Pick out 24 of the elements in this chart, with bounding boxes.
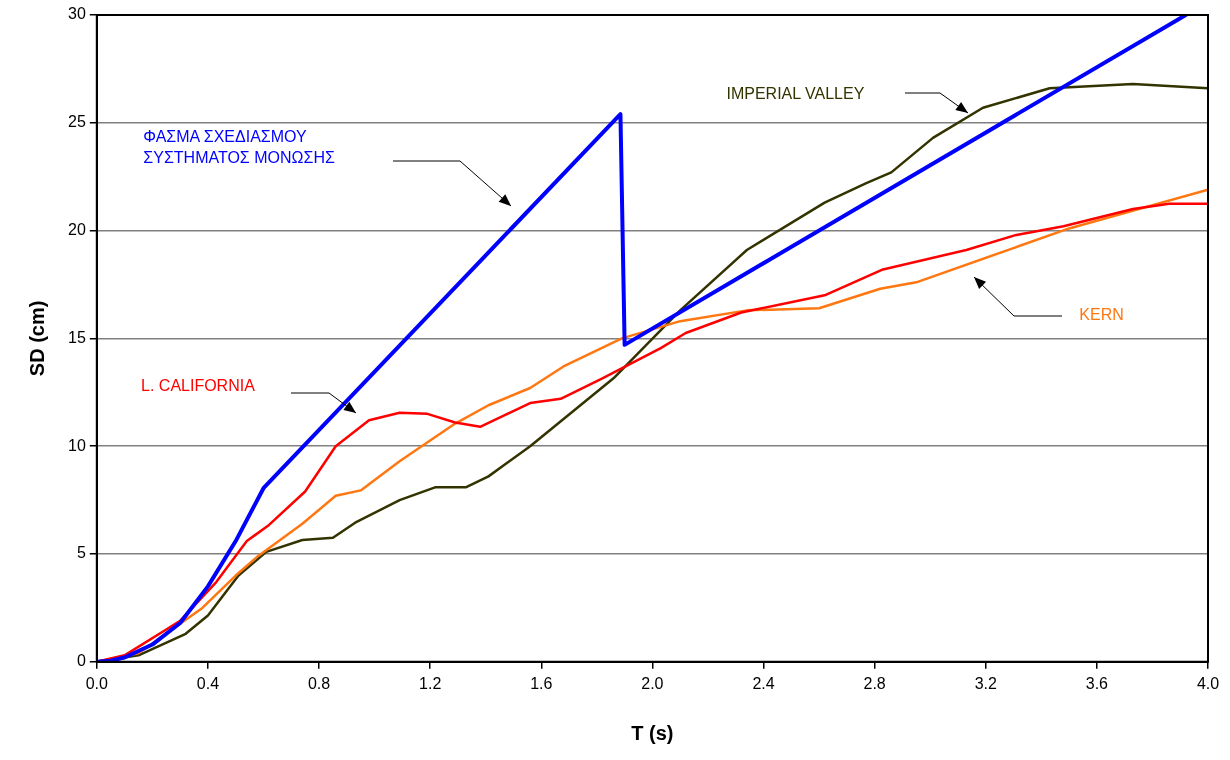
y-tick-label: 0 [76, 652, 86, 670]
y-tick-label: 10 [68, 436, 86, 454]
x-tick-label: 1.2 [419, 674, 442, 692]
text: KERN [1079, 304, 1125, 325]
x-tick-label: 2.4 [752, 674, 775, 692]
y-tick-label: 5 [76, 544, 86, 562]
x-tick-label: 1.6 [530, 674, 553, 692]
x-tick-label: 3.6 [1085, 674, 1109, 692]
y-tick-label: 20 [68, 221, 86, 239]
y-tick-label: 15 [68, 328, 86, 346]
x-tick-label: 0.8 [307, 674, 331, 692]
y-axis-title: SD (cm) [25, 300, 48, 377]
text: L. CALIFORNIA [141, 376, 256, 397]
x-tick-label: 0.0 [85, 674, 109, 692]
text: ΦΑΣΜΑ ΣΧΕΔΙΑΣΜΟΥ ΣΥΣΤΗΜΑΤΟΣ ΜΟΝΩΣΗΣ [143, 127, 336, 169]
x-tick-label: 0.4 [196, 674, 220, 692]
text: IMPERIAL VALLEY [726, 84, 866, 105]
y-tick-label: 30 [68, 5, 86, 23]
x-tick-label: 2.8 [863, 674, 886, 692]
y-tick-label: 25 [68, 113, 86, 131]
x-tick-label: 4.0 [1196, 674, 1220, 692]
x-axis-title: T (s) [631, 721, 674, 744]
x-tick-label: 2.0 [641, 674, 664, 692]
x-tick-label: 3.2 [974, 674, 997, 692]
